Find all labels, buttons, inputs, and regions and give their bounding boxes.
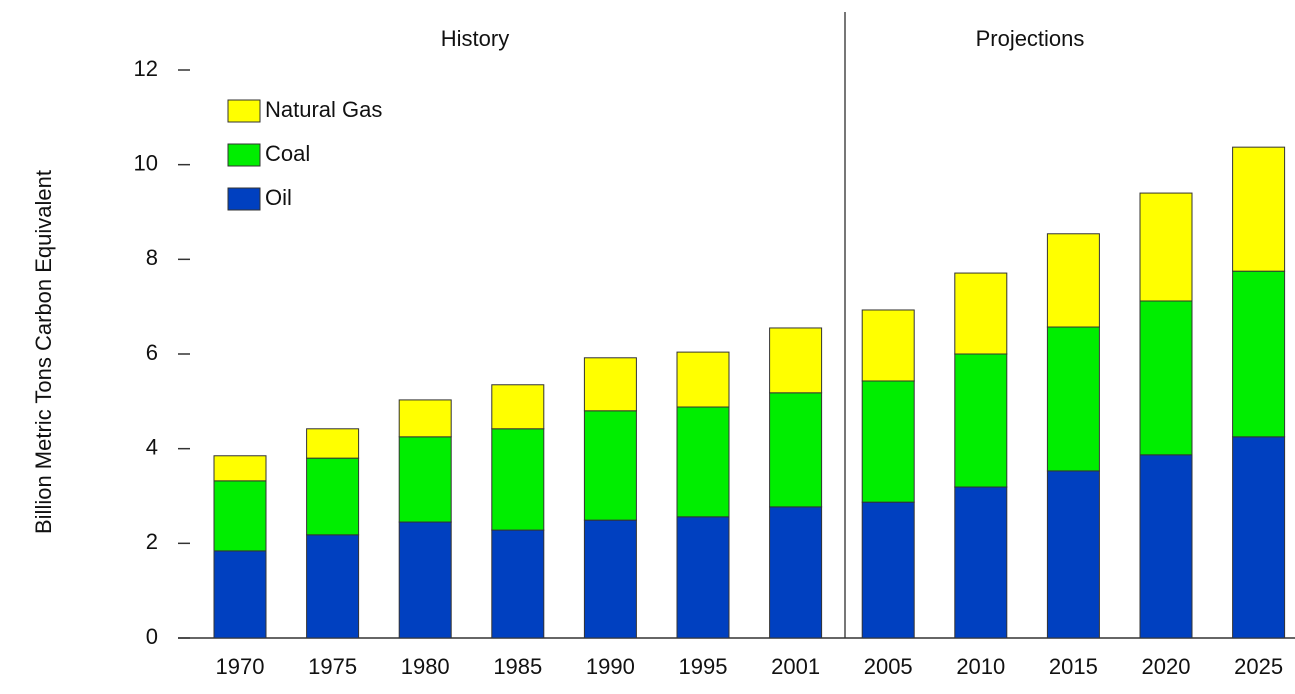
x-tick-label: 1980 xyxy=(401,654,450,679)
bar-segment xyxy=(491,384,545,430)
bar-segment xyxy=(1046,470,1100,639)
bar-segment xyxy=(213,550,267,639)
x-tick-label: 1975 xyxy=(308,654,357,679)
x-tick-label: 2020 xyxy=(1142,654,1191,679)
bar-segment xyxy=(1232,436,1286,639)
x-tick-label: 2025 xyxy=(1234,654,1283,679)
legend-label: Oil xyxy=(265,185,292,210)
bar-segment xyxy=(398,436,452,523)
bar-segment xyxy=(213,480,267,552)
bar-segment xyxy=(1046,233,1100,328)
annotation: Projections xyxy=(976,26,1085,51)
y-tick-label: 0 xyxy=(146,624,158,649)
bar-segment xyxy=(491,428,545,531)
y-tick-label: 10 xyxy=(134,150,158,175)
bar-segment xyxy=(861,501,915,639)
bar-segment xyxy=(954,272,1008,355)
annotation: History xyxy=(441,26,509,51)
x-tick-label: 1995 xyxy=(679,654,728,679)
bar-segment xyxy=(1139,192,1193,302)
bar-segment xyxy=(1232,146,1286,272)
x-tick-label: 1970 xyxy=(216,654,265,679)
x-tick-label: 1990 xyxy=(586,654,635,679)
bar-segment xyxy=(1139,300,1193,456)
x-tick-label: 2005 xyxy=(864,654,913,679)
bar-segment xyxy=(769,506,823,639)
bar-segment xyxy=(398,521,452,639)
bar-segment xyxy=(676,351,730,408)
bar-segment xyxy=(213,455,267,482)
x-tick-label: 2010 xyxy=(956,654,1005,679)
legend-swatch xyxy=(227,187,261,211)
bar-segment xyxy=(954,353,1008,488)
x-tick-label: 2001 xyxy=(771,654,820,679)
bar-segment xyxy=(491,529,545,639)
bar-segment xyxy=(769,392,823,508)
bar-segment xyxy=(1139,454,1193,639)
bar-segment xyxy=(676,516,730,639)
bar-segment xyxy=(583,357,637,412)
bar-segment xyxy=(583,410,637,521)
bar-segment xyxy=(306,534,360,639)
legend-swatch xyxy=(227,99,261,123)
bar-segment xyxy=(398,399,452,438)
y-tick-label: 4 xyxy=(146,434,158,459)
y-tick-label: 6 xyxy=(146,340,158,365)
bar-segment xyxy=(676,406,730,518)
x-tick-label: 1985 xyxy=(493,654,542,679)
bar-segment xyxy=(861,309,915,382)
bar-segment xyxy=(306,457,360,536)
bar-segment xyxy=(583,519,637,639)
y-tick-label: 8 xyxy=(146,245,158,270)
bar-segment xyxy=(861,380,915,503)
y-tick-label: 12 xyxy=(134,56,158,81)
legend-swatch xyxy=(227,143,261,167)
bar-segment xyxy=(954,486,1008,639)
y-axis-label: Billion Metric Tons Carbon Equivalent xyxy=(31,170,56,534)
bar-segment xyxy=(769,327,823,394)
legend-label: Natural Gas xyxy=(265,97,382,122)
bar-segment xyxy=(306,428,360,459)
bar-segment xyxy=(1232,270,1286,438)
x-tick-label: 2015 xyxy=(1049,654,1098,679)
legend-label: Coal xyxy=(265,141,310,166)
y-tick-label: 2 xyxy=(146,529,158,554)
bar-segment xyxy=(1046,326,1100,472)
